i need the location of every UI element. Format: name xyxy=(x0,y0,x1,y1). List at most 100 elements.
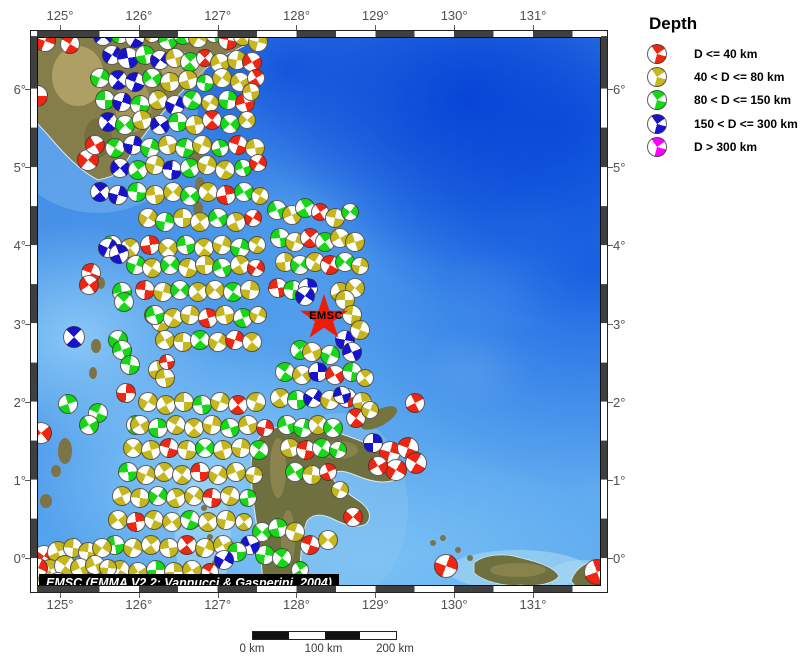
axis-tick xyxy=(608,167,613,169)
scale-bar-label: 0 km xyxy=(239,643,265,655)
focal-mechanism-marker xyxy=(216,185,236,205)
focal-mechanism-marker xyxy=(148,486,168,506)
focal-mechanism-marker xyxy=(141,440,161,460)
focal-mechanism-marker xyxy=(272,548,292,568)
focal-mechanism-marker xyxy=(112,92,132,112)
focal-mechanism-marker xyxy=(174,392,194,412)
focal-mechanism-marker xyxy=(155,368,175,388)
focal-mechanism-marker xyxy=(180,305,200,325)
focal-mechanism-marker xyxy=(180,510,200,530)
focal-mechanism-marker xyxy=(205,280,225,300)
focal-mechanism-marker xyxy=(177,440,197,460)
legend-item-label: D <= 40 km xyxy=(694,46,758,61)
focal-mechanism-marker xyxy=(247,259,265,277)
focal-mechanism-marker xyxy=(211,139,229,157)
axis-label-right: 5° xyxy=(613,160,626,176)
axis-label-left: 1° xyxy=(13,473,26,488)
axis-tick xyxy=(217,593,219,598)
axis-tick xyxy=(25,401,30,403)
focal-mechanism-marker xyxy=(351,257,369,275)
axis-tick xyxy=(25,558,30,560)
beachball-icon xyxy=(647,43,667,64)
focal-mechanism-marker xyxy=(159,438,179,458)
axis-label-top: 130° xyxy=(440,8,468,23)
focal-mechanism-marker xyxy=(79,415,99,435)
legend-item-label: D > 300 km xyxy=(694,140,758,155)
frame-band-right xyxy=(601,31,607,592)
legend-item-label: 150 < D <= 300 km xyxy=(694,116,798,131)
focal-mechanism-marker xyxy=(172,465,192,485)
axis-label-bottom: 130° xyxy=(440,597,468,612)
map-canvas: EMSC EMSC (EMMA V2.2; Vannucci & Gasperi… xyxy=(37,37,601,586)
axis-tick xyxy=(608,245,613,247)
axis-tick xyxy=(532,593,534,598)
focal-mechanism-marker xyxy=(177,535,197,555)
focal-mechanism-marker xyxy=(123,538,143,558)
axis-label-top: 129° xyxy=(361,8,389,23)
focal-mechanism-marker xyxy=(132,110,152,130)
focal-mechanism-marker xyxy=(159,538,179,558)
focal-mechanism-marker xyxy=(244,209,262,227)
axis-label-left: 5° xyxy=(13,160,26,176)
focal-mechanism-marker xyxy=(127,182,147,202)
axis-tick xyxy=(25,245,30,247)
focal-mechanism-marker xyxy=(248,38,268,52)
focal-mechanism-marker xyxy=(110,158,130,178)
focal-mechanism-marker xyxy=(192,135,212,155)
focal-mechanism-marker xyxy=(108,510,128,530)
focal-mechanism-marker xyxy=(342,342,362,362)
axis-label-bottom: 131° xyxy=(519,597,547,612)
axis-tick xyxy=(25,323,30,325)
focal-mechanism-marker xyxy=(114,292,134,312)
focal-mechanism-marker xyxy=(242,83,260,101)
focal-mechanism-marker xyxy=(228,395,248,415)
focal-mechanism-marker xyxy=(120,355,140,375)
legend-item: 150 < D <= 300 km xyxy=(640,112,808,135)
focal-mechanism-marker xyxy=(341,203,359,221)
focal-mechanism-marker xyxy=(220,418,240,438)
axis-tick xyxy=(608,558,613,560)
axis-tick xyxy=(25,167,30,169)
focal-mechanism-marker xyxy=(136,465,156,485)
focal-mechanism-marker xyxy=(198,182,218,202)
axis-tick xyxy=(454,593,456,598)
focal-mechanism-marker xyxy=(361,401,379,419)
focal-mechanism-marker xyxy=(226,212,246,232)
emsc-star-label: EMSC xyxy=(309,310,343,322)
focal-mechanism-marker xyxy=(112,486,132,506)
focal-mechanism-marker xyxy=(105,138,125,158)
axis-tick xyxy=(608,401,613,403)
focal-mechanism-marker xyxy=(190,212,210,232)
focal-mechanism-marker xyxy=(144,510,164,530)
focal-mechanism-marker xyxy=(126,512,146,532)
axis-tick xyxy=(608,89,613,90)
focal-mechanism-marker xyxy=(190,462,210,482)
focal-mechanism-marker xyxy=(184,418,204,438)
axis-tick xyxy=(25,480,30,481)
focal-mechanism-marker xyxy=(148,418,168,438)
focal-mechanism-marker xyxy=(216,510,236,530)
axis-tick xyxy=(532,25,534,30)
beachball-icon xyxy=(647,137,667,158)
axis-tick xyxy=(296,593,298,598)
focal-mechanism-marker xyxy=(320,345,340,365)
legend-item: 40 < D <= 80 km xyxy=(640,65,808,88)
focal-mechanism-marker xyxy=(319,463,337,481)
frame-band-bottom xyxy=(31,586,607,592)
focal-mechanism-marker xyxy=(182,90,202,110)
axis-label-right: 2° xyxy=(613,394,626,410)
focal-mechanism-marker xyxy=(166,415,186,435)
focal-mechanism-marker xyxy=(135,280,155,300)
focal-mechanism-marker xyxy=(195,438,215,458)
focal-mechanism-marker xyxy=(210,392,230,412)
axis-tick xyxy=(138,593,140,598)
legend-item-label: 40 < D <= 80 km xyxy=(694,70,785,85)
axis-label-right: 3° xyxy=(613,316,626,332)
axis-label-left: 0° xyxy=(13,551,26,567)
axis-label-right: 1° xyxy=(613,473,626,488)
focal-mechanism-marker xyxy=(213,440,233,460)
focal-mechanism-marker xyxy=(79,275,99,295)
focal-mechanism-marker xyxy=(176,235,196,255)
focal-mechanism-marker xyxy=(256,419,274,437)
axis-label-top: 128° xyxy=(283,8,310,23)
